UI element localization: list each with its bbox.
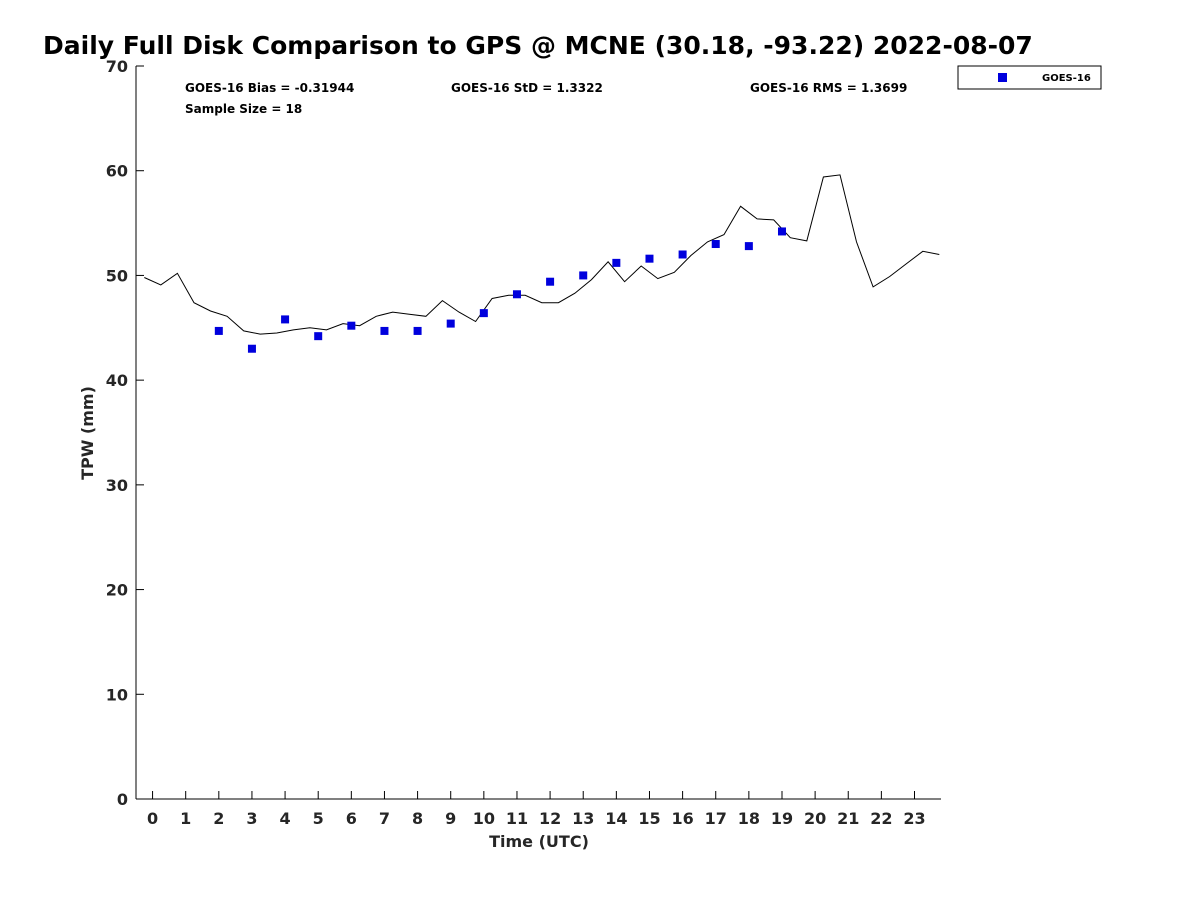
data-point-goes16 xyxy=(347,321,356,330)
x-tick-label: 17 xyxy=(705,809,727,828)
data-point-goes16 xyxy=(413,326,422,335)
data-point-goes16 xyxy=(711,240,720,249)
x-tick-label: 2 xyxy=(213,809,224,828)
rms-stat: GOES-16 RMS = 1.3699 xyxy=(750,81,907,95)
y-tick-label: 40 xyxy=(106,371,128,390)
y-tick-label: 70 xyxy=(106,57,128,76)
legend: GOES-16 xyxy=(957,65,1102,90)
data-point-goes16 xyxy=(744,242,753,251)
data-point-goes16 xyxy=(546,277,555,286)
y-tick-label: 50 xyxy=(106,266,128,285)
data-point-goes16 xyxy=(247,344,256,353)
x-tick-label: 6 xyxy=(346,809,357,828)
x-tick-label: 10 xyxy=(473,809,495,828)
x-tick-label: 3 xyxy=(246,809,257,828)
chart-title: Daily Full Disk Comparison to GPS @ MCNE… xyxy=(43,31,1033,60)
x-axis-label: Time (UTC) xyxy=(489,832,589,851)
bias-stat: GOES-16 Bias = -0.31944 xyxy=(185,81,354,95)
data-point-goes16 xyxy=(314,332,323,341)
x-tick-label: 18 xyxy=(738,809,760,828)
x-tick-label: 7 xyxy=(379,809,390,828)
x-tick-label: 1 xyxy=(180,809,191,828)
x-tick-label: 22 xyxy=(870,809,892,828)
legend-entry-goes16: GOES-16 xyxy=(1042,73,1091,84)
y-tick-label: 0 xyxy=(117,790,128,809)
x-tick-label: 13 xyxy=(572,809,594,828)
y-tick-label: 30 xyxy=(106,476,128,495)
y-axis-label: TPW (mm) xyxy=(78,386,97,480)
data-point-goes16 xyxy=(380,326,389,335)
x-tick-label: 9 xyxy=(445,809,456,828)
x-tick-label: 16 xyxy=(671,809,693,828)
data-point-goes16 xyxy=(777,227,786,236)
series-line-gps xyxy=(144,174,940,335)
y-tick-label: 10 xyxy=(106,685,128,704)
data-point-goes16 xyxy=(214,326,223,335)
data-point-goes16 xyxy=(281,315,290,324)
x-tick-label: 0 xyxy=(147,809,158,828)
x-tick-label: 12 xyxy=(539,809,561,828)
data-point-goes16 xyxy=(645,254,654,263)
x-tick-label: 5 xyxy=(313,809,324,828)
legend-marker xyxy=(998,73,1007,82)
y-tick-label: 20 xyxy=(106,581,128,600)
x-tick-label: 14 xyxy=(605,809,627,828)
x-tick-label: 20 xyxy=(804,809,826,828)
data-point-goes16 xyxy=(612,258,621,267)
data-point-goes16 xyxy=(446,319,455,328)
data-point-goes16 xyxy=(579,271,588,280)
data-point-goes16 xyxy=(512,290,521,299)
std-stat: GOES-16 StD = 1.3322 xyxy=(451,81,603,95)
x-tick-label: 21 xyxy=(837,809,859,828)
x-tick-label: 4 xyxy=(280,809,291,828)
x-tick-label: 19 xyxy=(771,809,793,828)
x-tick-label: 23 xyxy=(903,809,925,828)
y-tick-label: 60 xyxy=(106,162,128,181)
data-point-goes16 xyxy=(678,250,687,259)
data-point-goes16 xyxy=(479,309,488,318)
x-tick-label: 8 xyxy=(412,809,423,828)
legend-box xyxy=(957,65,1102,90)
x-tick-label: 15 xyxy=(638,809,660,828)
sample-size-stat: Sample Size = 18 xyxy=(185,102,302,116)
x-tick-label: 11 xyxy=(506,809,528,828)
